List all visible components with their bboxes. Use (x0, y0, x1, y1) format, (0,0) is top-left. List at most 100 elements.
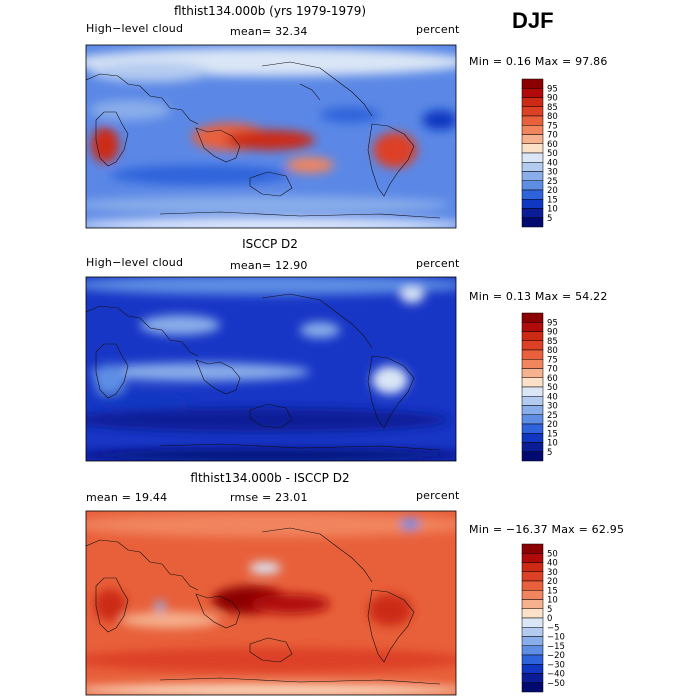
colorbar-box (521, 88, 544, 98)
units-label: percent (416, 257, 460, 270)
colorbar-box (521, 617, 544, 628)
colorbar-tick-label: 80 (547, 112, 558, 122)
map-panel-difference (86, 511, 456, 695)
colorbar-tick-label: 90 (547, 94, 558, 104)
colorbar-box (521, 162, 544, 172)
colorbar-tick-label: 5 (547, 605, 552, 615)
min-max-label: Min = −16.37 Max = 62.95 (469, 523, 625, 536)
colorbar-tick-label: 0 (547, 614, 552, 624)
units-label: percent (416, 489, 460, 502)
colorbar-tick-label: 40 (547, 392, 558, 402)
colorbar-box (521, 645, 544, 656)
units-label: percent (416, 23, 460, 36)
colorbar-box (521, 451, 544, 462)
colorbar-tick-label: 20 (547, 186, 558, 196)
colorbar-tick-label: 15 (547, 429, 558, 439)
colorbar-box (521, 199, 544, 209)
colorbar-tick-label: 10 (547, 439, 558, 449)
colorbar-box (521, 654, 544, 665)
colorbar-box (521, 608, 544, 619)
colorbar-tick-label: 15 (547, 195, 558, 205)
colorbar-box (521, 180, 544, 191)
colorbar-tick-label: 30 (547, 168, 558, 178)
colorbar-box (521, 340, 544, 351)
colorbar-box (521, 152, 544, 163)
colorbar-tick-label: 60 (547, 374, 558, 384)
colorbar-tick-label: 60 (547, 140, 558, 150)
colorbar-tick-label: 5 (547, 448, 552, 458)
colorbar-box (521, 562, 544, 572)
colorbar-box (521, 386, 544, 397)
min-max-label: Min = 0.13 Max = 54.22 (469, 290, 608, 303)
colorbar-tick-label: 85 (547, 337, 558, 347)
coastlines (86, 61, 441, 219)
min-max-label: Min = 0.16 Max = 97.86 (469, 55, 608, 68)
colorbar-tick-label: 20 (547, 420, 558, 430)
colorbar-box (521, 97, 544, 107)
variable-label: High−level cloud (86, 256, 184, 269)
map-panel-obs (86, 277, 456, 461)
colorbar-box (521, 134, 544, 144)
colorbar-box (521, 368, 544, 378)
colorbar-tick-label: 95 (547, 84, 558, 94)
colorbar-box (521, 312, 544, 323)
colorbar-box (521, 590, 544, 600)
colorbar-box (521, 208, 544, 218)
colorbar-box (521, 349, 544, 360)
colorbar-tick-label: −15 (547, 642, 565, 652)
colorbar-tick-label: 50 (547, 149, 558, 159)
colorbar-box (521, 78, 544, 89)
colorbar-tick-label: 40 (547, 559, 558, 569)
colorbar-box (521, 377, 544, 388)
colorbar-tick-label: 25 (547, 411, 558, 421)
panel-title: ISCCP D2 (242, 237, 298, 251)
colorbar-box (521, 106, 544, 117)
colorbar-box (521, 322, 544, 332)
colorbar-tick-label: −5 (547, 623, 560, 633)
colorbar-tick-label: 10 (547, 205, 558, 215)
colorbar-box (521, 599, 544, 609)
variable-label: High−level cloud (86, 22, 184, 35)
coastlines (86, 527, 441, 685)
colorbar-tick-label: 80 (547, 346, 558, 356)
colorbar-box (521, 433, 544, 443)
colorbar-box (521, 405, 544, 415)
season-label: DJF (512, 8, 554, 33)
colorbar-box (521, 580, 544, 591)
colorbar-box (521, 171, 544, 181)
colorbar-tick-label: 20 (547, 577, 558, 587)
colorbar-tick-label: 10 (547, 596, 558, 606)
colorbar-box (521, 571, 544, 582)
colorbar-box (521, 423, 544, 434)
colorbar-tick-label: 50 (547, 383, 558, 393)
mean-label: mean= 12.90 (230, 259, 308, 272)
colorbar-tick-label: 85 (547, 103, 558, 113)
colorbar-tick-label: 70 (547, 131, 558, 141)
colorbar-box (521, 331, 544, 341)
colorbar-box (521, 359, 544, 369)
colorbar-tick-label: 30 (547, 402, 558, 412)
colorbar-tick-label: −40 (547, 670, 565, 680)
colorbar-box (521, 553, 544, 563)
colorbar-tick-label: 75 (547, 355, 558, 365)
colorbar-box (521, 664, 544, 674)
colorbar-box (521, 673, 544, 683)
colorbar-box (521, 396, 544, 406)
colorbar-box (521, 115, 544, 126)
colorbar-box (521, 543, 544, 554)
colorbar-tick-label: 95 (547, 318, 558, 328)
colorbar-box (521, 217, 544, 228)
colorbar-box (521, 442, 544, 452)
colorbar-tick-label: 50 (547, 549, 558, 559)
rmse-label: rmse = 23.01 (230, 491, 308, 504)
colorbar-tick-label: 15 (547, 586, 558, 596)
colorbar-tick-label: −50 (547, 679, 565, 689)
colorbar-tick-label: 70 (547, 365, 558, 375)
colorbar-tick-label: 5 (547, 214, 552, 224)
colorbar-box (521, 627, 544, 637)
colorbar-tick-label: 30 (547, 568, 558, 578)
panel-title: flthist134.000b - ISCCP D2 (190, 471, 350, 485)
